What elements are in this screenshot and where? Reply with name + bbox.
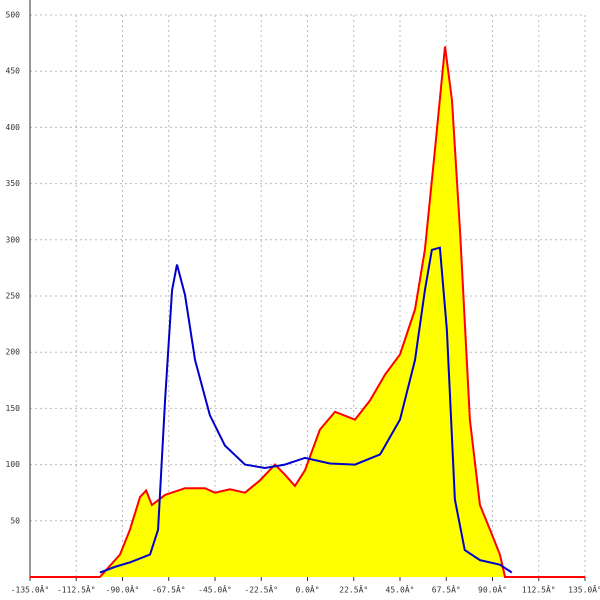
x-tick-label: 45.0Â° bbox=[386, 584, 415, 595]
y-tick-label: 350 bbox=[6, 179, 21, 188]
x-tick-label: -135.0Â° bbox=[11, 584, 50, 595]
y-tick-label: 200 bbox=[6, 348, 21, 357]
y-tick-label: 50 bbox=[10, 516, 20, 525]
x-tick-label: 90.0Â° bbox=[478, 584, 507, 595]
x-tick-label: 135.0Â° bbox=[568, 584, 600, 595]
y-tick-label: 100 bbox=[6, 460, 21, 469]
x-tick-label: 112.5Â° bbox=[522, 584, 556, 595]
x-tick-label: -45.0Â° bbox=[198, 584, 232, 595]
line bbox=[99, 246, 513, 574]
y-tick-label: 300 bbox=[6, 235, 21, 244]
y-tick-label: 500 bbox=[6, 11, 21, 20]
y-tick-label: 150 bbox=[6, 404, 21, 413]
y-tick-label: 400 bbox=[6, 123, 21, 132]
x-tick-label: -67.5Â° bbox=[152, 584, 186, 595]
x-tick-label: 22.5Â° bbox=[339, 584, 368, 595]
x-tick-label: -90.0Â° bbox=[106, 584, 140, 595]
x-tick-label: -112.5Â° bbox=[57, 584, 96, 595]
line bbox=[30, 46, 585, 578]
y-tick-label: 450 bbox=[6, 67, 21, 76]
x-tick-label: 67.5Â° bbox=[432, 584, 461, 595]
y-tick-label: 250 bbox=[6, 292, 21, 301]
x-tick-label: 0.0Â° bbox=[295, 584, 319, 595]
x-tick-label: -22.5Â° bbox=[244, 584, 278, 595]
area bbox=[30, 46, 585, 578]
